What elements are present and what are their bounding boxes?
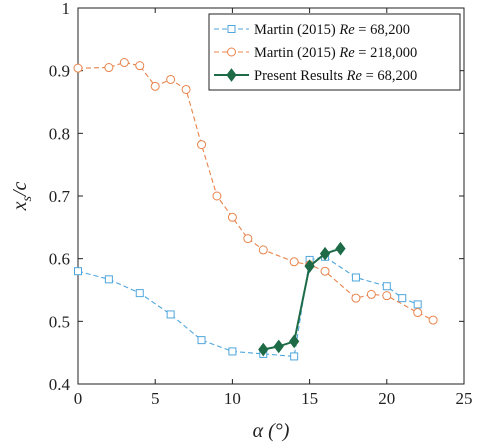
- data-point: [351, 273, 360, 282]
- data-point: [243, 234, 253, 244]
- data-point: [73, 63, 83, 73]
- data-point: [74, 267, 82, 276]
- y-tick-label: 0.5: [49, 312, 70, 331]
- y-tick-label: 0.7: [49, 187, 71, 206]
- data-point: [228, 347, 237, 356]
- data-point: [319, 246, 331, 261]
- data-point: [320, 266, 330, 276]
- data-point: [382, 291, 392, 301]
- data-point: [197, 140, 207, 150]
- data-point: [428, 315, 438, 325]
- data-point: [135, 289, 144, 298]
- y-tick-label: 0.4: [49, 375, 71, 394]
- data-point: [135, 61, 145, 71]
- y-tick-label: 1: [62, 0, 71, 18]
- data-point: [104, 63, 114, 73]
- data-point: [258, 342, 269, 357]
- y-axis-label-sub: s: [20, 196, 35, 202]
- data-point: [258, 245, 268, 255]
- data-point: [304, 259, 315, 274]
- data-point: [181, 84, 191, 94]
- y-tick-label: 0.9: [49, 62, 70, 81]
- x-tick-label: 15: [301, 389, 318, 408]
- x-tick-label: 5: [151, 389, 160, 408]
- x-axis-label: α (°): [253, 420, 290, 442]
- legend: Martin (2015) Re = 68,200 Martin (2015) R…: [208, 13, 461, 91]
- svg-text:xs/c: xs/c: [9, 181, 35, 211]
- axis-ticks: 0 5 10 15 20 25 0.4 0.5 0.6 0.7 0.8 0.9 1: [49, 0, 473, 408]
- data-point: [289, 334, 300, 349]
- x-tick-label: 10: [224, 389, 241, 408]
- data-point: [166, 310, 175, 319]
- data-point: [227, 212, 237, 222]
- data-point: [398, 294, 407, 303]
- data-point: [351, 293, 361, 303]
- data-point: [273, 339, 284, 354]
- data-point: [382, 282, 391, 291]
- data-point: [335, 241, 346, 256]
- series-2: [73, 58, 438, 325]
- legend-entry: Martin (2015) Re = 68,200: [254, 22, 410, 38]
- data-point: [119, 58, 129, 68]
- legend-marker: [227, 47, 236, 57]
- x-tick-label: 0: [74, 389, 83, 408]
- legend-marker: [227, 25, 236, 33]
- legend-entry: Present Results Re = 68,200: [254, 68, 417, 84]
- legend-entry: Martin (2015) Re = 218,000: [254, 45, 417, 61]
- x-tick-label: 20: [378, 389, 395, 408]
- series-layer: [73, 58, 438, 361]
- data-point: [166, 74, 176, 84]
- x-tick-label: 25: [456, 389, 473, 408]
- data-point: [212, 191, 222, 201]
- y-tick-label: 0.6: [49, 250, 70, 269]
- data-point: [197, 336, 206, 345]
- data-point: [413, 308, 423, 318]
- series-3: [258, 241, 346, 357]
- data-point: [413, 300, 422, 309]
- legend-marker: [226, 68, 237, 82]
- series-line: [77, 256, 418, 357]
- y-tick-label: 0.8: [49, 124, 70, 143]
- y-axis-label-suffix: /c: [9, 181, 31, 197]
- data-point: [104, 275, 113, 284]
- y-axis-label-main: x: [9, 201, 31, 211]
- data-point: [289, 257, 299, 267]
- data-point: [150, 81, 160, 91]
- data-point: [290, 352, 299, 361]
- y-axis-label-group: xs/c: [9, 181, 35, 211]
- data-point: [366, 289, 376, 299]
- legend-box: [208, 13, 461, 91]
